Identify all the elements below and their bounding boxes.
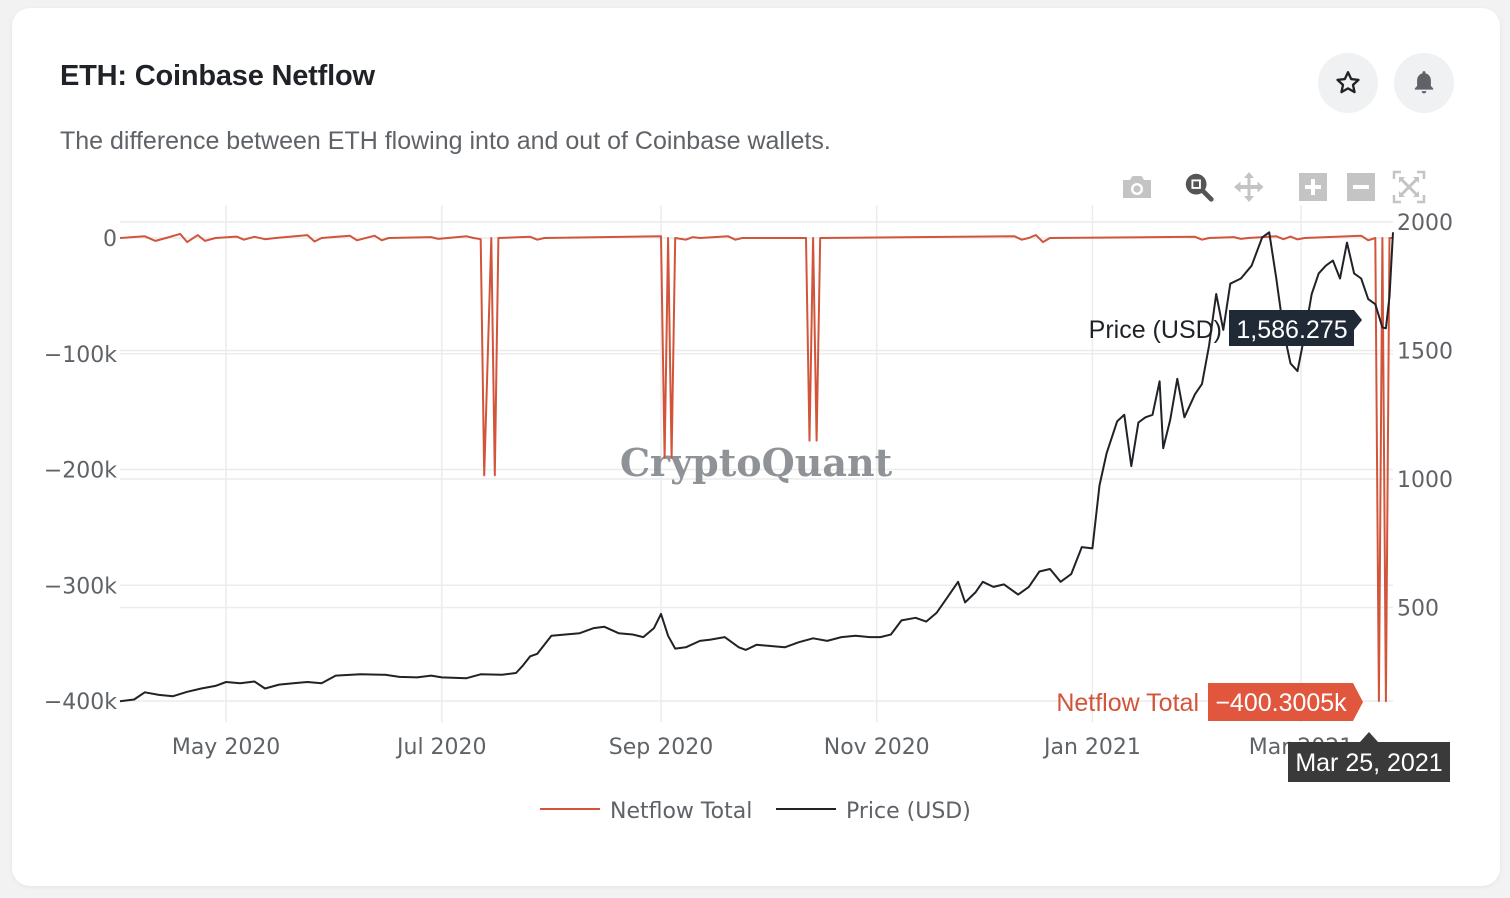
- favorite-button[interactable]: [1318, 53, 1378, 113]
- netflow-series-line: [119, 232, 1393, 703]
- y-right-tick-label: 500: [1397, 597, 1439, 622]
- download-png-button[interactable]: [1120, 170, 1154, 204]
- camera-icon: [1123, 176, 1151, 198]
- minus-icon: [1347, 173, 1375, 201]
- x-tick-label: Jul 2020: [395, 735, 487, 760]
- y-axis-right: 2000 1500 1000 500: [1397, 211, 1453, 622]
- legend: Netflow Total Price (USD): [540, 799, 971, 824]
- y-left-tick-label: −100k: [44, 343, 117, 368]
- netflow-hover-label: Netflow Total −400.3005k: [1056, 683, 1363, 721]
- zoom-in-button[interactable]: [1296, 170, 1330, 204]
- y-left-tick-label: 0: [103, 227, 117, 252]
- netflow-hover-box: [1208, 683, 1363, 721]
- price-hover-label: Price (USD) 1,586.275: [1089, 310, 1362, 346]
- autoscale-button[interactable]: [1392, 170, 1426, 204]
- y-right-tick-label: 1500: [1397, 340, 1453, 365]
- netflow-hover-name: Netflow Total: [1056, 689, 1199, 717]
- legend-price-label: Price (USD): [846, 799, 971, 824]
- legend-item-price[interactable]: Price (USD): [776, 799, 971, 824]
- autoscale-icon: [1392, 170, 1426, 204]
- date-hover-value: Mar 25, 2021: [1295, 749, 1442, 777]
- x-tick-label: Jan 2021: [1042, 735, 1141, 760]
- plus-icon: [1299, 173, 1327, 201]
- price-series-line: [119, 231, 1394, 703]
- chart-subtitle: The difference between ETH flowing into …: [60, 127, 831, 155]
- legend-netflow-label: Netflow Total: [610, 799, 752, 824]
- date-hover-label: Mar 25, 2021: [1288, 732, 1450, 782]
- y-left-tick-label: −200k: [44, 459, 117, 484]
- y-right-tick-label: 2000: [1397, 211, 1453, 236]
- alert-button[interactable]: [1394, 53, 1454, 113]
- zoom-out-button[interactable]: [1344, 170, 1378, 204]
- price-hover-name: Price (USD): [1089, 316, 1222, 344]
- bell-icon: [1414, 71, 1434, 94]
- y-left-tick-label: −300k: [44, 574, 117, 599]
- date-hover-box: [1288, 732, 1450, 782]
- watermark: CryptoQuant: [620, 440, 893, 485]
- x-tick-label: Nov 2020: [824, 735, 930, 760]
- y-right-tick-label: 1000: [1397, 468, 1453, 493]
- pan-button[interactable]: [1232, 170, 1266, 204]
- x-axis: May 2020 Jul 2020 Sep 2020 Nov 2020 Jan 2021…: [172, 735, 1353, 760]
- y-left-tick-label: −400k: [44, 690, 117, 715]
- star-icon: [1336, 71, 1360, 94]
- x-tick-label: Sep 2020: [609, 735, 713, 760]
- x-tick-label: May 2020: [172, 735, 280, 760]
- netflow-hover-value: −400.3005k: [1215, 689, 1347, 717]
- chart-title: ETH: Coinbase Netflow: [60, 60, 375, 92]
- legend-item-netflow[interactable]: Netflow Total: [540, 799, 752, 824]
- price-hover-box: [1229, 310, 1362, 346]
- y-axis-left: 0 −100k −200k −300k −400k: [44, 227, 117, 715]
- series-group: [119, 231, 1394, 703]
- zoom-button[interactable]: [1182, 170, 1216, 204]
- zoom-icon: [1185, 173, 1214, 202]
- pan-icon: [1234, 172, 1264, 202]
- price-hover-value: 1,586.275: [1236, 316, 1347, 344]
- chart-card: [12, 8, 1500, 886]
